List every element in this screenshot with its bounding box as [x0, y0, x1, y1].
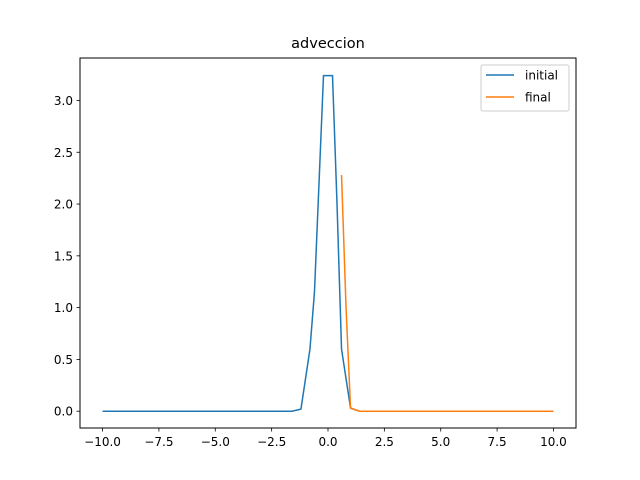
- x-tick-label: −2.5: [257, 435, 286, 449]
- x-tick-label: 7.5: [488, 435, 507, 449]
- x-tick-label: 0.0: [318, 435, 337, 449]
- x-tick-label: 2.5: [375, 435, 394, 449]
- y-tick-label: 1.0: [54, 301, 73, 315]
- y-tick-label: 0.0: [54, 405, 73, 419]
- x-tick-label: −5.0: [201, 435, 230, 449]
- y-tick-label: 3.0: [54, 94, 73, 108]
- y-tick-label: 1.5: [54, 249, 73, 263]
- y-tick-label: 2.5: [54, 146, 73, 160]
- legend-label-initial: initial: [525, 69, 558, 83]
- x-tick-label: 5.0: [431, 435, 450, 449]
- series-line-final: [340, 175, 554, 412]
- y-tick-label: 0.5: [54, 353, 73, 367]
- legend-label-final: final: [525, 91, 551, 105]
- x-tick-label: −7.5: [144, 435, 173, 449]
- legend-box: [480, 64, 570, 112]
- series-layer: [102, 74, 554, 412]
- x-tick-label: −10.0: [84, 435, 121, 449]
- chart-title: adveccion: [291, 36, 365, 52]
- legend: initial final: [480, 64, 570, 112]
- x-axis: −10.0 −7.5 −5.0 −2.5 0.0 2.5 5.0 7.5 10.0: [84, 428, 567, 449]
- y-tick-label: 2.0: [54, 198, 73, 212]
- x-tick-label: 10.0: [540, 435, 567, 449]
- y-axis: 0.0 0.5 1.0 1.5 2.0 2.5 3.0: [54, 94, 80, 419]
